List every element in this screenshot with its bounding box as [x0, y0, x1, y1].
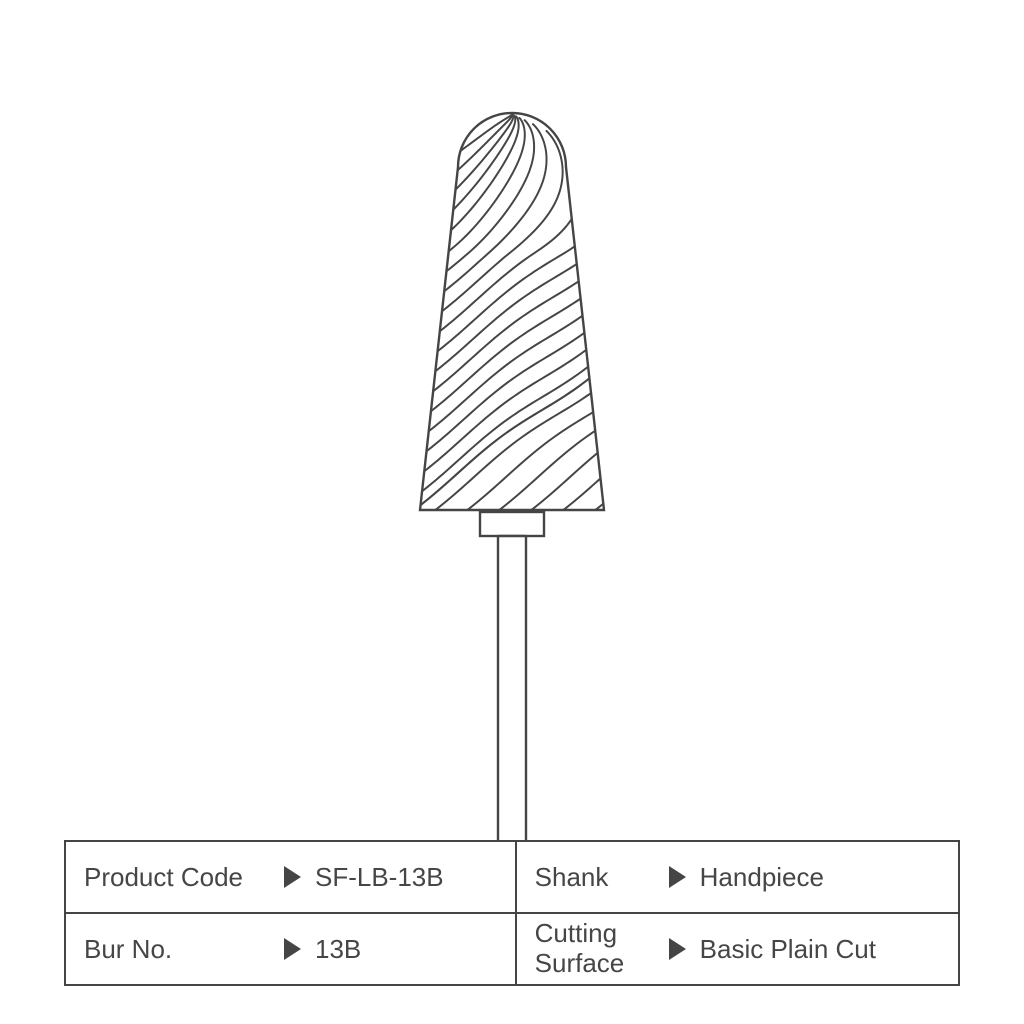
spec-value: SF-LB-13B — [315, 862, 444, 893]
spec-value: Handpiece — [700, 862, 824, 893]
arrow-icon — [669, 866, 686, 888]
arrow-icon — [669, 938, 686, 960]
spec-row-0: Product Code SF-LB-13B Shank Handpiece — [65, 841, 959, 913]
spec-cell-product-code: Product Code SF-LB-13B — [65, 841, 516, 913]
spec-cell-bur-no: Bur No. 13B — [65, 913, 516, 985]
arrow-icon — [284, 938, 301, 960]
arrow-icon — [284, 866, 301, 888]
spec-label: CuttingSurface — [535, 919, 655, 979]
spec-value: 13B — [315, 934, 361, 965]
bur-diagram — [0, 0, 1024, 840]
page-root: Product Code SF-LB-13B Shank Handpiece B… — [0, 0, 1024, 1024]
spec-table: Product Code SF-LB-13B Shank Handpiece B… — [64, 840, 960, 986]
spec-row-1: Bur No. 13B CuttingSurface Basic Plain C… — [65, 913, 959, 985]
spec-label: Product Code — [84, 862, 270, 893]
spec-cell-shank: Shank Handpiece — [516, 841, 959, 913]
bur-svg — [0, 0, 1024, 840]
spec-cell-cutting-surface: CuttingSurface Basic Plain Cut — [516, 913, 959, 985]
spec-label: Bur No. — [84, 934, 270, 965]
spec-label: Shank — [535, 862, 655, 893]
spec-value: Basic Plain Cut — [700, 934, 876, 965]
